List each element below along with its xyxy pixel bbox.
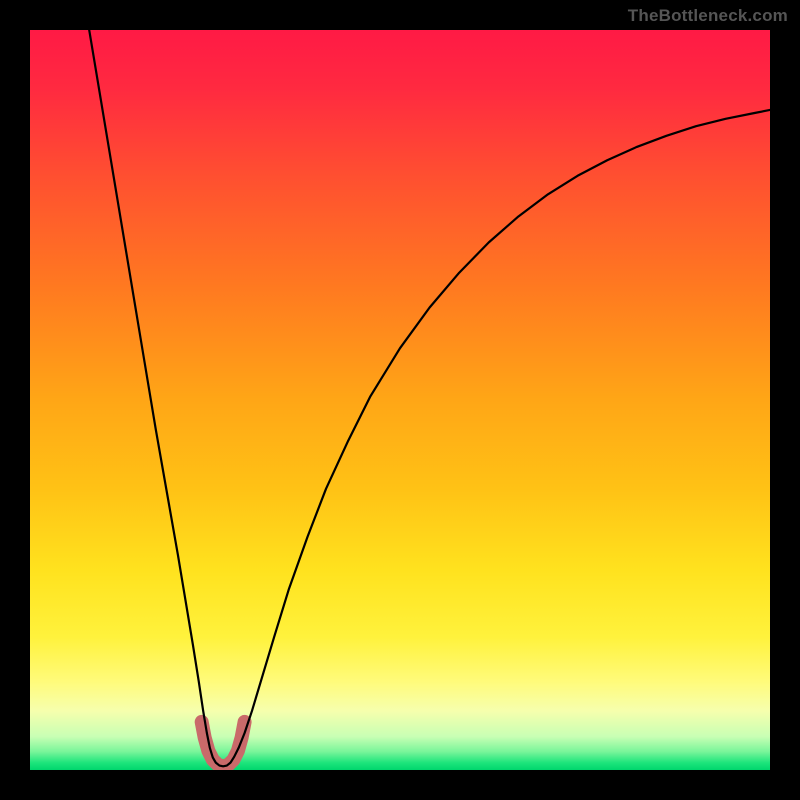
figure-container: TheBottleneck.com	[0, 0, 800, 800]
watermark-text: TheBottleneck.com	[628, 6, 788, 26]
bottleneck-curve-chart	[30, 30, 770, 770]
plot-area	[30, 30, 770, 770]
gradient-background	[30, 30, 770, 770]
